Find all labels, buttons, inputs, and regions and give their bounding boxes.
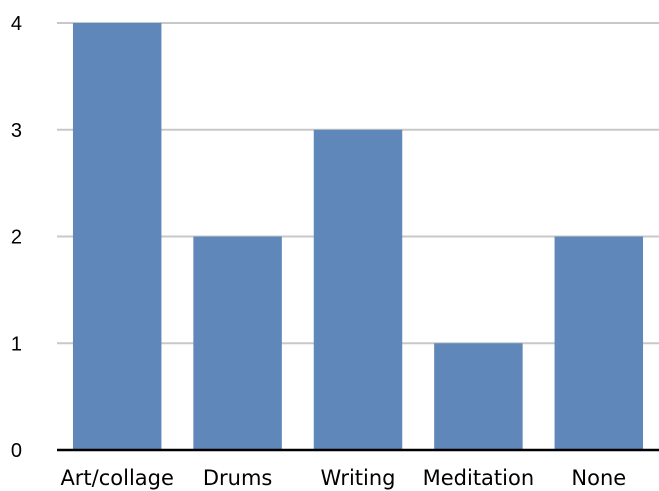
y-tick-label: 3	[11, 120, 22, 142]
x-tick-label: Drums	[203, 466, 273, 490]
x-axis-tick-labels: Art/collage Drums Writing Meditation None	[60, 466, 626, 490]
x-tick-label: Writing	[321, 466, 396, 490]
x-tick-label: Art/collage	[60, 466, 174, 490]
y-tick-label: 2	[11, 227, 22, 249]
y-axis-tick-labels: 0 1 2 3 4	[11, 13, 22, 462]
bar-meditation	[434, 343, 523, 450]
bar-none	[554, 236, 644, 450]
y-tick-label: 1	[11, 333, 22, 355]
x-tick-label: Meditation	[423, 466, 535, 490]
y-tick-label: 4	[11, 13, 22, 35]
x-tick-label: None	[571, 466, 626, 490]
y-tick-label: 0	[11, 440, 22, 462]
bar-art-collage	[72, 23, 162, 450]
bars	[72, 23, 644, 450]
bar-writing	[313, 129, 403, 450]
bar-drums	[193, 236, 282, 450]
